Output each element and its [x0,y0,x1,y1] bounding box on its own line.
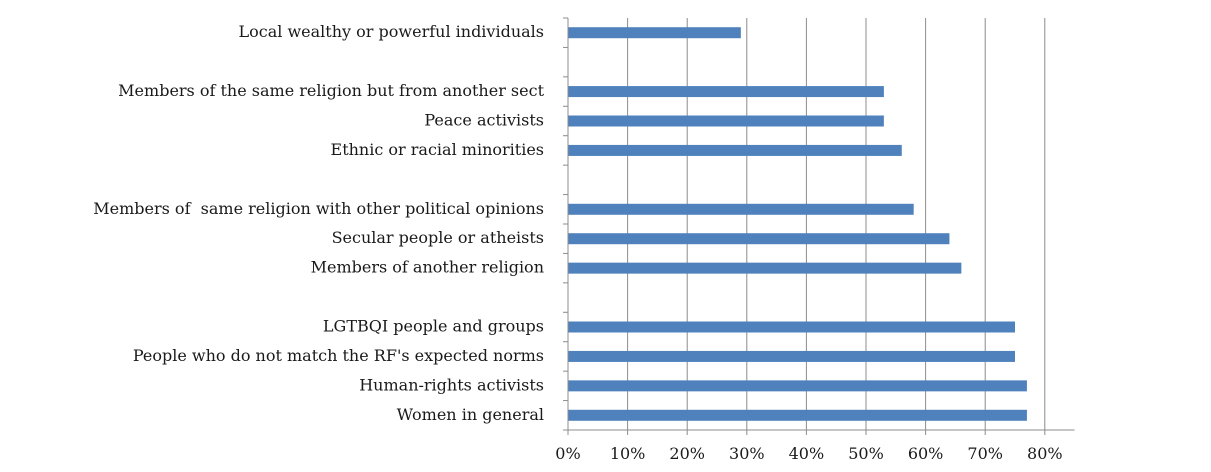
category-label: Peace activists [424,111,544,130]
x-tick-label: 20% [669,444,705,463]
bar [568,380,1027,392]
x-tick-label: 40% [789,444,825,463]
x-tick-labels: 0% 10% 20% 30% 40% 50% 60% 70% 80% [555,444,1062,463]
bar [568,262,962,274]
bar [568,350,1015,362]
category-label: Secular people or atheists [332,228,544,247]
category-label: Members of same religion with other poli… [93,199,544,218]
category-label: Ethnic or racial minorities [331,140,544,159]
x-tick-label: 10% [610,444,646,463]
x-tick-label: 80% [1027,444,1063,463]
axes [563,17,1075,435]
x-tick-label: 60% [908,444,944,463]
bar [568,86,884,98]
bar [568,203,914,215]
bar [568,144,902,156]
category-label: People who do not match the RF's expecte… [133,346,544,365]
category-label: Local wealthy or powerful individuals [239,22,544,41]
bar [568,321,1015,333]
bar [568,115,884,127]
bar [568,409,1027,421]
x-tick-label: 70% [967,444,1003,463]
category-label: LGTBQI people and groups [323,317,544,336]
category-label: Members of the same religion but from an… [118,81,544,100]
bars [568,27,1027,421]
category-label: Members of another religion [311,258,544,277]
category-label: Human-rights activists [359,375,544,394]
bar [568,233,950,245]
x-tick-label: 30% [729,444,765,463]
gridlines [627,18,1046,430]
category-labels: Local wealthy or powerful individuals Mem… [93,22,544,424]
x-tick-label: 0% [555,444,580,463]
bar [568,27,741,39]
x-tick-label: 50% [848,444,884,463]
category-label: Women in general [397,405,544,424]
